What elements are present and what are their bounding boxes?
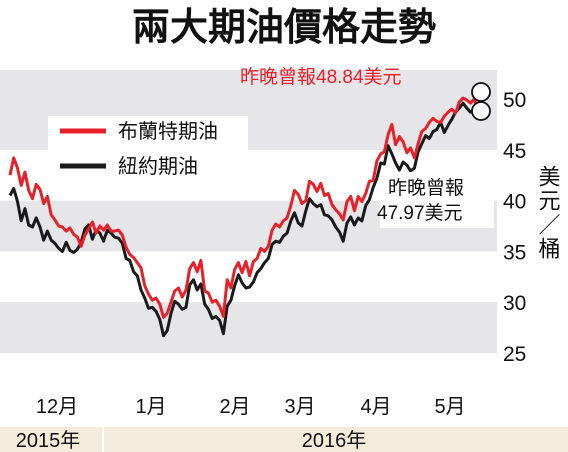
brent-last-annotation: 昨晚曾報48.84美元 <box>240 66 402 88</box>
grid-band <box>0 302 497 353</box>
x-axis: 12月 1月 2月 3月 4月 5月 2015年 2016年 <box>0 396 568 452</box>
legend-label-wti: 紐約期油 <box>118 155 198 178</box>
wti-last-annotation-line2: 47.97美元 <box>377 202 463 224</box>
series-line <box>8 101 480 338</box>
series-lines <box>8 96 480 338</box>
y-tick-label: 50 <box>503 89 526 112</box>
y-tick-label: 45 <box>503 140 526 163</box>
legend: 布蘭特期油 紐約期油 <box>48 116 248 188</box>
legend-label-brent: 布蘭特期油 <box>118 120 218 143</box>
legend-bg <box>48 116 248 188</box>
x-tick-label: 5月 <box>434 396 465 418</box>
x-tick-label: 12月 <box>36 396 78 418</box>
chart-title: 兩大期油價格走勢 <box>132 7 436 49</box>
y-axis-label: 美元／桶 <box>536 165 561 261</box>
grid-band <box>0 70 497 99</box>
x-tick-label: 3月 <box>284 396 315 418</box>
x-tick-label: 4月 <box>360 396 391 418</box>
y-tick-label: 30 <box>503 292 526 315</box>
wti-annotation-bg <box>380 172 494 228</box>
year-label: 2015年 <box>16 429 81 452</box>
wti-last-annotation-line1: 昨晚曾報 <box>388 177 464 199</box>
y-tick-label: 35 <box>503 241 526 264</box>
y-tick-label: 25 <box>503 343 526 366</box>
brent-end-marker <box>471 82 491 102</box>
x-tick-label: 2月 <box>219 396 250 418</box>
year-label: 2016年 <box>302 429 367 452</box>
series-line <box>8 96 480 319</box>
x-tick-label: 1月 <box>135 396 166 418</box>
y-tick-label: 40 <box>503 191 526 214</box>
year-band-2015 <box>0 427 103 452</box>
y-axis-ticks: 25 30 35 40 45 50 <box>503 89 526 366</box>
year-band-2016 <box>103 427 568 452</box>
wti-end-marker <box>471 101 491 121</box>
